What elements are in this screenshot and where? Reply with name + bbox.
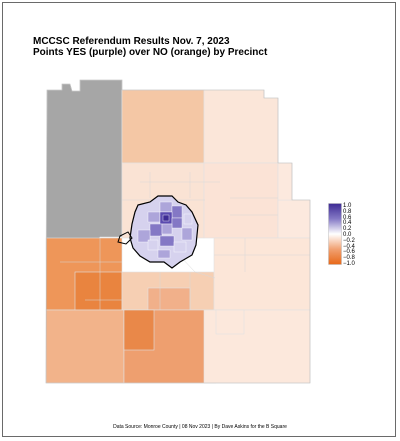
township-north-center [121,89,205,164]
no-data-region [45,79,123,251]
township-south-west-b [74,271,123,311]
township-bottom-west [45,309,125,384]
city-outline-west-lobe [117,231,133,245]
legend-tick-label: 0.6 [343,214,352,221]
township-mid-east [203,162,279,239]
township-south-east [213,237,311,311]
data-source-credit: Data Source: Monroe County | 08 Nov 2023… [113,424,287,430]
legend-tick-label: 0.2 [343,226,352,233]
legend-tick-label: 0.0 [343,232,352,238]
map-title: MCCSC Referendum Results Nov. 7, 2023 [33,36,230,47]
township-east-edge [277,162,293,201]
legend-tick-label: 1.0 [343,203,352,209]
precinct-boundaries [60,172,310,310]
legend-tick-label: −0.6 [343,249,355,256]
legend-tick-label: −1.0 [343,261,355,267]
county-outline [45,79,311,384]
township-north-east [203,89,279,164]
township-bottom-center-inner [123,309,155,351]
legend-colorbar [328,203,342,265]
legend-tick-label: −0.4 [343,243,355,250]
legend-tick-label: 0.8 [343,208,352,215]
township-bottom-east-inner [215,309,245,335]
city-precincts [129,195,199,269]
legend-tick-label: 0.4 [343,220,352,227]
township-south-center-inner [147,287,191,311]
legend-tick-label: −0.8 [343,255,355,262]
legend-tick-label: −0.2 [343,237,355,244]
township-mid-far-east [277,199,311,239]
map-subtitle: Points YES (purple) over NO (orange) by … [33,47,268,58]
